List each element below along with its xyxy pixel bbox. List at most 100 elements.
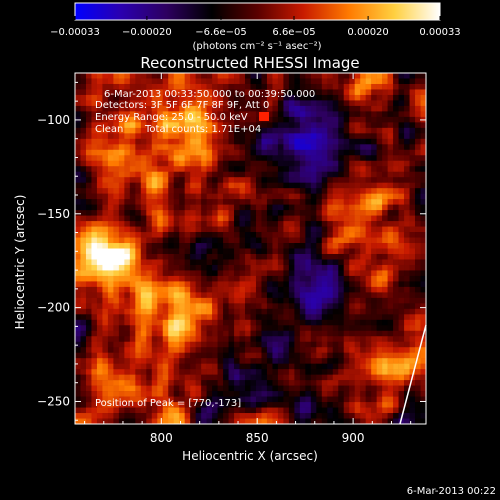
heatmap-cell — [387, 116, 394, 123]
heatmap-cell — [327, 215, 334, 222]
heatmap-cell — [179, 155, 185, 162]
heatmap-cell — [151, 193, 158, 200]
heatmap-cell — [283, 116, 290, 123]
heatmap-cell — [272, 319, 279, 326]
heatmap-cell — [118, 286, 125, 293]
heatmap-cell — [85, 232, 92, 238]
heatmap-cell — [277, 111, 284, 118]
heatmap-cell — [80, 303, 87, 310]
heatmap-cell — [349, 270, 355, 277]
heatmap-cell — [277, 210, 284, 216]
heatmap-cell — [398, 199, 405, 205]
heatmap-cell — [332, 347, 339, 353]
heatmap-cell — [376, 275, 383, 282]
heatmap-cell — [316, 232, 323, 238]
heatmap-cell — [327, 325, 334, 332]
heatmap-cell — [299, 391, 306, 397]
heatmap-cell — [168, 94, 175, 101]
heatmap-cell — [398, 111, 405, 118]
heatmap-cell — [212, 73, 218, 79]
heatmap-cell — [212, 297, 218, 304]
heatmap-cell — [107, 144, 114, 151]
heatmap-cell — [354, 226, 361, 233]
heatmap-cell — [376, 116, 383, 123]
heatmap-cell — [310, 286, 317, 293]
heatmap-cell — [217, 144, 224, 151]
heatmap-cell — [107, 369, 114, 375]
heatmap-cell — [124, 407, 131, 414]
heatmap-cell — [75, 182, 81, 189]
heatmap-cell — [91, 402, 98, 408]
heatmap-cell — [206, 341, 213, 348]
heatmap-cell — [255, 204, 262, 211]
heatmap-cell — [107, 380, 114, 386]
heatmap-cell — [343, 380, 350, 386]
heatmap-cell — [168, 188, 175, 194]
heatmap-cell — [415, 160, 421, 167]
heatmap-cell — [409, 144, 416, 151]
heatmap-cell — [80, 193, 87, 200]
heatmap-cell — [135, 149, 142, 156]
heatmap-cell — [332, 286, 339, 293]
heatmap-cell — [354, 418, 361, 425]
heatmap-cell — [404, 341, 410, 348]
heatmap-cell — [195, 155, 202, 162]
heatmap-cell — [195, 330, 202, 337]
heatmap-cell — [179, 204, 185, 211]
heatmap-cell — [404, 188, 410, 194]
heatmap-cell — [343, 171, 350, 178]
heatmap-cell — [288, 319, 295, 326]
heatmap-cell — [228, 122, 235, 129]
heatmap-cell — [129, 149, 136, 156]
heatmap-cell — [223, 281, 229, 288]
heatmap-cell — [223, 94, 229, 101]
heatmap-cell — [354, 286, 361, 293]
heatmap-cell — [404, 352, 410, 359]
heatmap-cell — [277, 407, 284, 414]
heatmap-cell — [332, 308, 339, 315]
heatmap-cell — [75, 243, 81, 249]
heatmap-cell — [239, 319, 246, 326]
heatmap-cell — [250, 149, 257, 156]
heatmap-cell — [157, 122, 164, 129]
heatmap-cell — [288, 380, 295, 386]
heatmap-cell — [321, 149, 328, 156]
heatmap-cell — [239, 380, 246, 386]
heatmap-cell — [239, 166, 246, 173]
heatmap-cell — [146, 133, 153, 140]
heatmap-cell — [75, 215, 81, 222]
heatmap-cell — [382, 292, 388, 299]
heatmap-cell — [305, 330, 312, 337]
heatmap-cell — [376, 264, 383, 271]
heatmap-cell — [179, 363, 185, 370]
heatmap-cell — [255, 292, 262, 299]
heatmap-cell — [310, 374, 317, 381]
heatmap-cell — [107, 232, 114, 238]
heatmap-cell — [102, 264, 109, 271]
heatmap-cell — [96, 89, 103, 96]
heatmap-cell — [305, 100, 312, 107]
heatmap-cell — [415, 385, 421, 392]
heatmap-cell — [190, 303, 196, 310]
heatmap-cell — [365, 281, 372, 288]
heatmap-cell — [173, 100, 180, 107]
heatmap-cell — [404, 221, 410, 227]
heatmap-cell — [80, 407, 87, 414]
heatmap-cell — [80, 374, 87, 381]
heatmap-cell — [151, 127, 158, 134]
heatmap-cell — [272, 413, 279, 419]
heatmap-cell — [321, 292, 328, 299]
heatmap-cell — [332, 243, 339, 249]
heatmap-cell — [217, 396, 224, 403]
energy-color-swatch — [259, 112, 269, 121]
heatmap-cell — [201, 100, 207, 107]
heatmap-cell — [223, 391, 229, 397]
heatmap-cell — [223, 347, 229, 353]
heatmap-cell — [409, 380, 416, 386]
heatmap-cell — [217, 160, 224, 167]
heatmap-cell — [151, 89, 158, 96]
heatmap-cell — [157, 171, 164, 178]
heatmap-cell — [420, 391, 427, 397]
heatmap-cell — [415, 226, 421, 233]
heatmap-cell — [195, 347, 202, 353]
